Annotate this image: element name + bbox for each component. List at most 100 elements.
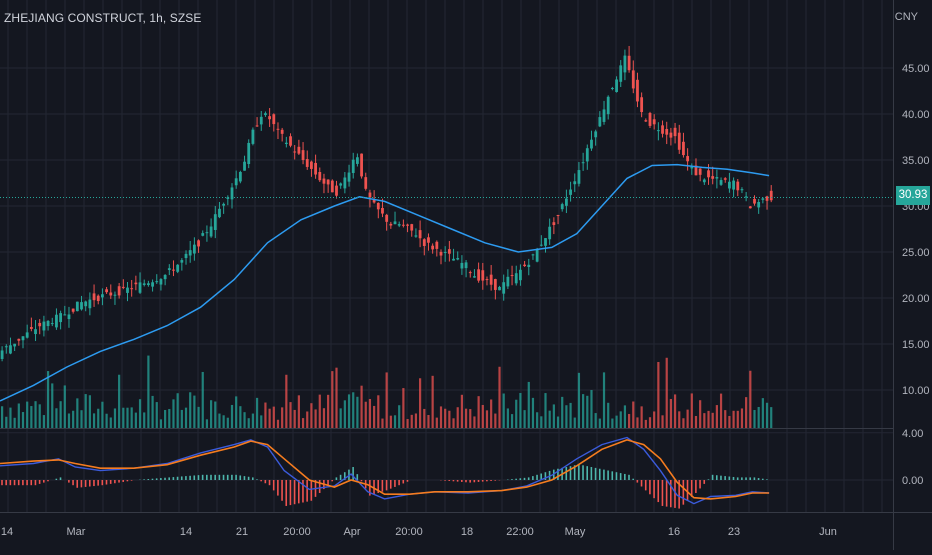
candle-body	[694, 165, 698, 176]
candle-body	[385, 214, 389, 222]
candle-body	[556, 215, 560, 217]
candle-body	[113, 294, 117, 296]
candle-body	[251, 129, 255, 144]
candle-body	[59, 313, 63, 323]
volume-bar	[770, 407, 773, 428]
candle-body	[443, 251, 447, 253]
candle-body	[519, 269, 522, 281]
candle-body	[347, 172, 351, 182]
candle-body	[765, 196, 769, 201]
volume-bar	[327, 394, 330, 428]
volume-bar	[297, 395, 300, 428]
time-axis-tick-label: 18	[461, 526, 473, 538]
volume-bar	[464, 408, 468, 428]
volume-bar	[276, 419, 280, 428]
candle-body	[17, 338, 21, 341]
volume-bar	[205, 419, 209, 428]
candle-body	[644, 120, 648, 122]
volume-bar	[419, 378, 422, 428]
candle-body	[677, 132, 681, 150]
candle-body	[661, 125, 664, 134]
volume-bar	[569, 402, 572, 428]
volume-bar	[126, 407, 129, 428]
candle-body	[510, 275, 514, 277]
volume-bar	[113, 408, 117, 428]
volume-bar	[251, 413, 254, 428]
volume-bar	[230, 404, 234, 428]
candle-body	[105, 289, 108, 293]
candle-body	[397, 224, 401, 226]
candle-body	[602, 109, 606, 122]
candle-body	[431, 245, 435, 250]
volume-bar	[648, 417, 652, 428]
candle-body	[723, 178, 727, 180]
volume-bar	[30, 406, 33, 428]
candle-body	[276, 128, 280, 130]
candle-body	[590, 139, 593, 149]
candle-body	[84, 301, 88, 307]
candle-body	[4, 346, 8, 348]
candle-body	[761, 198, 765, 200]
volume-bar	[164, 409, 167, 428]
volume-bar	[5, 416, 8, 428]
candle-body	[682, 141, 685, 156]
candle-body	[67, 314, 71, 320]
volume-bar	[84, 394, 87, 428]
candle-body	[234, 178, 238, 186]
volume-bar	[159, 419, 163, 428]
volume-bar	[510, 414, 514, 428]
volume-bar	[9, 407, 12, 428]
candle-body	[351, 159, 355, 174]
volume-bar	[34, 401, 37, 428]
volume-bar	[398, 405, 401, 428]
volume-bar	[719, 393, 723, 428]
volume-bar	[301, 418, 305, 428]
candle-body	[197, 240, 200, 247]
volume-bar	[235, 396, 238, 428]
candle-body	[702, 179, 706, 183]
candle-body	[627, 55, 631, 71]
candle-body	[121, 286, 125, 288]
candle-body	[50, 323, 54, 325]
volume-bar	[410, 414, 413, 428]
volume-bar	[544, 393, 547, 428]
volume-bar	[745, 397, 748, 428]
candle-body	[55, 314, 58, 328]
volume-bar	[628, 413, 631, 428]
volume-bar	[582, 394, 585, 428]
candle-body	[631, 70, 635, 89]
volume-bar	[310, 403, 313, 428]
volume-bar	[360, 385, 363, 428]
price-axis-tick-label: 45.00	[902, 63, 930, 75]
volume-bar	[715, 405, 718, 428]
candle-body	[535, 248, 539, 262]
price-axis-tick-label: 20.00	[902, 293, 930, 305]
volume-bar	[268, 408, 271, 428]
candle-body	[330, 180, 334, 193]
volume-bar	[736, 410, 739, 428]
candle-body	[485, 279, 489, 281]
candle-body	[0, 350, 4, 359]
volume-bar	[498, 366, 501, 428]
volume-bar	[707, 410, 710, 428]
candle-body	[640, 97, 644, 113]
time-axis-tick-label: Apr	[343, 526, 360, 538]
time-axis-tick-label: 23	[728, 526, 740, 538]
symbol-legend[interactable]: ZHEJIANG CONSTRUCT, 1h, SZSE	[4, 11, 202, 25]
volume-bar	[393, 415, 397, 428]
candle-body	[514, 273, 518, 284]
candle-body	[481, 270, 485, 281]
candle-body	[335, 185, 338, 196]
candle-body	[21, 336, 25, 341]
candle-body	[435, 241, 439, 249]
time-axis-tick-label: 14	[180, 526, 192, 538]
candle-body	[565, 198, 568, 206]
candle-body	[468, 272, 472, 274]
candle-body	[673, 127, 677, 137]
volume-bar	[523, 410, 526, 428]
time-axis-tick-label: 16	[668, 526, 680, 538]
candle-body	[606, 96, 610, 115]
price-axis-tick-label: 10.00	[902, 385, 930, 397]
